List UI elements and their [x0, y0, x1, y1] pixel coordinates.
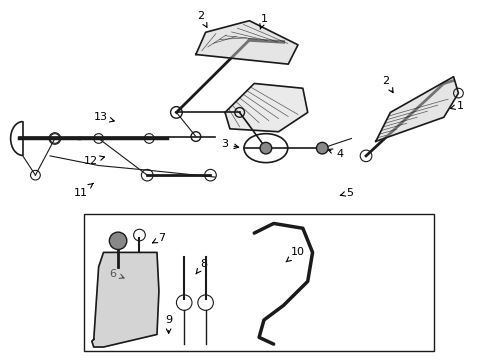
Text: 11: 11: [74, 183, 93, 198]
Text: 1: 1: [449, 101, 463, 111]
Text: 6: 6: [109, 269, 124, 279]
Text: 4: 4: [327, 149, 343, 159]
Text: 3: 3: [221, 139, 238, 149]
Circle shape: [260, 142, 271, 154]
Text: 12: 12: [83, 156, 104, 166]
Polygon shape: [92, 252, 159, 347]
Text: 2: 2: [381, 76, 392, 93]
Text: 10: 10: [285, 247, 305, 262]
Circle shape: [109, 232, 126, 249]
Text: 2: 2: [197, 11, 206, 27]
Text: 8: 8: [196, 259, 207, 274]
Text: 1: 1: [259, 14, 267, 29]
Bar: [84, 214, 433, 351]
Text: 9: 9: [165, 315, 172, 333]
Text: 7: 7: [152, 233, 165, 243]
Text: 13: 13: [93, 112, 114, 122]
Polygon shape: [375, 77, 458, 141]
Circle shape: [316, 142, 327, 154]
Text: 5: 5: [340, 188, 352, 198]
Polygon shape: [224, 84, 307, 132]
Polygon shape: [196, 21, 297, 64]
